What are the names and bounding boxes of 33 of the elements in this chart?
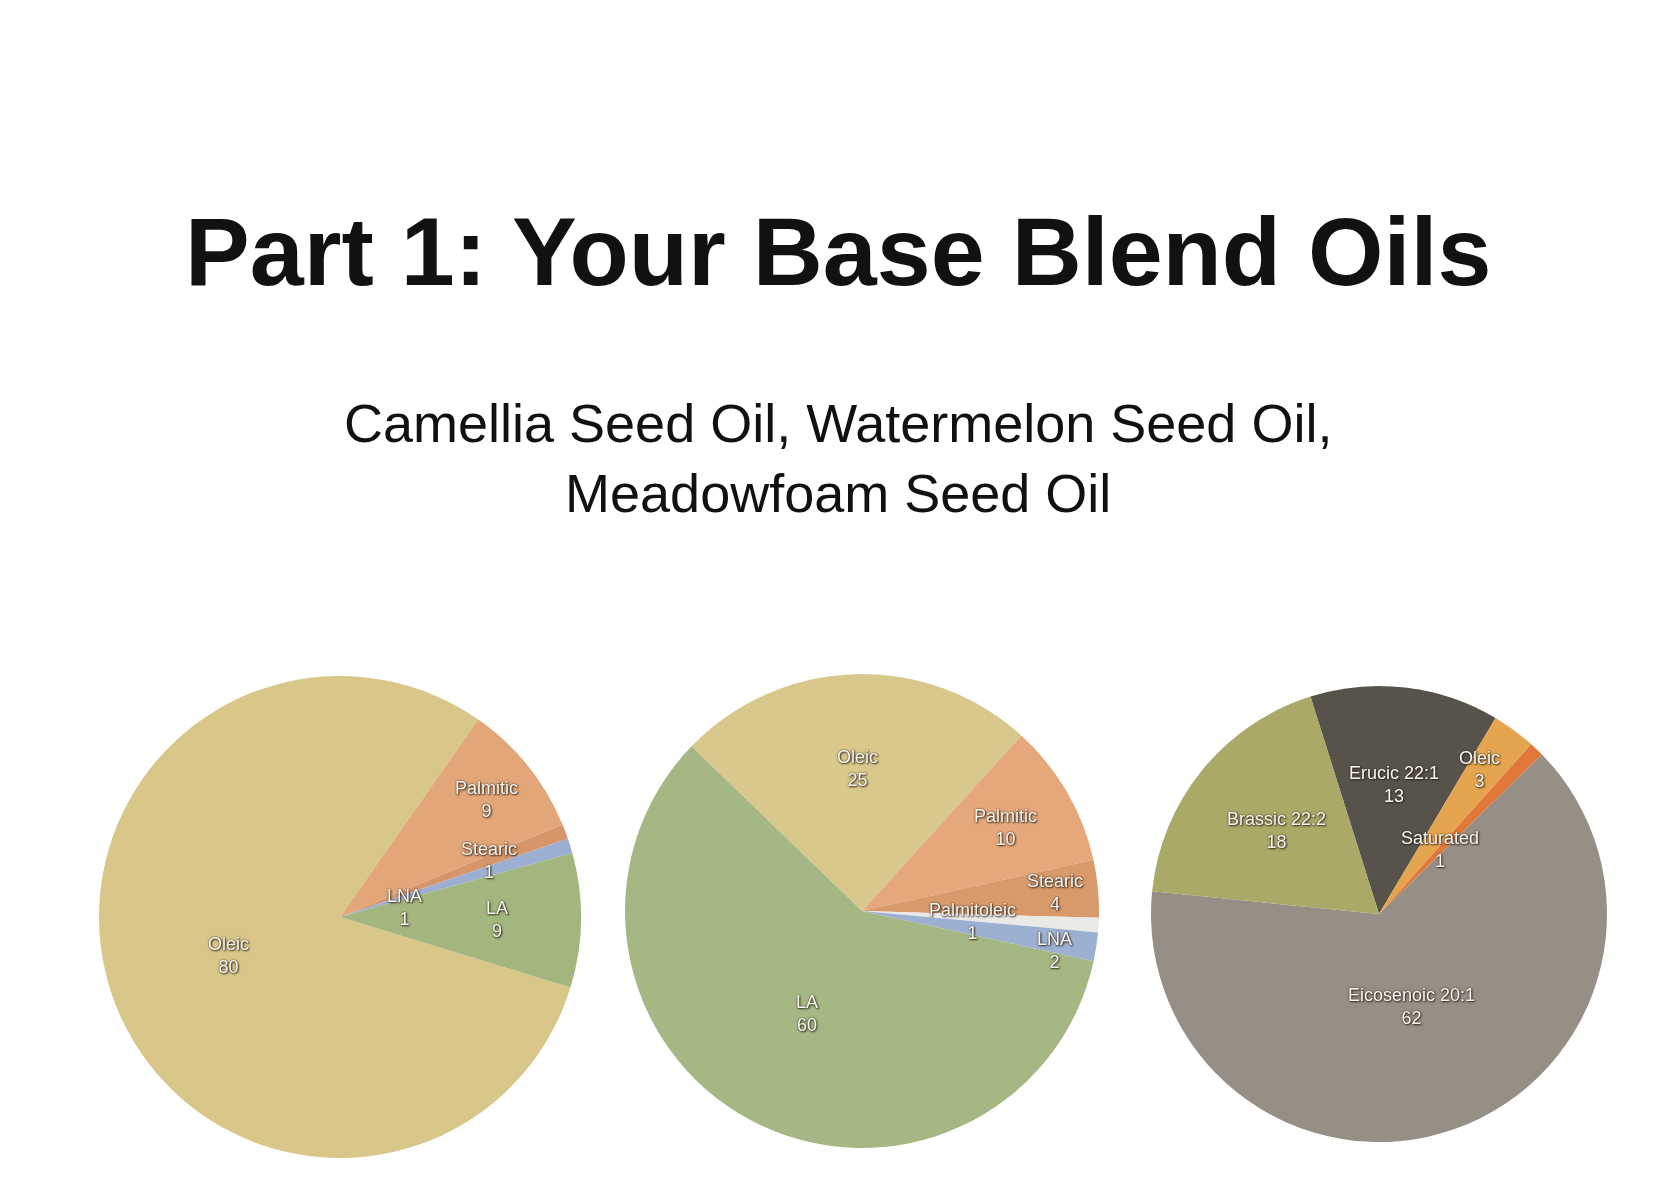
- data-label: 80: [218, 957, 239, 978]
- slice-label: LA: [486, 898, 509, 918]
- slice-label: LNA: [1037, 929, 1073, 949]
- slice-label: Palmitic: [455, 778, 519, 798]
- data-label: 18: [1266, 832, 1287, 853]
- slice-label: Saturated: [1401, 828, 1480, 848]
- pie-slice: [99, 676, 571, 1158]
- data-label: 25: [847, 770, 868, 791]
- data-label: 2: [1049, 952, 1060, 973]
- data-label: 1: [1435, 851, 1446, 872]
- data-label: 62: [1401, 1008, 1422, 1029]
- slice-label: Palmitic: [974, 806, 1038, 826]
- slice-label: LNA: [387, 886, 423, 906]
- data-label: 10: [995, 829, 1016, 850]
- data-label: 60: [797, 1015, 818, 1036]
- pie-slice: [625, 746, 1094, 1148]
- slice-label: Oleic: [208, 934, 250, 954]
- text: Camellia Seed Oil, Watermelon Seed Oil, Meadowfoam Seed Oil: [344, 393, 1333, 524]
- slice-label: Oleic: [837, 747, 879, 767]
- slice-label: Stearic: [461, 839, 518, 859]
- data-label: 9: [481, 801, 492, 822]
- data-label: 3: [1474, 771, 1485, 792]
- slice-label: Brassic 22:2: [1227, 809, 1327, 829]
- data-label: 4: [1050, 894, 1061, 915]
- data-label: 13: [1384, 786, 1405, 807]
- data-label: 9: [492, 921, 503, 942]
- text: Part 1: Your Base Blend Oils: [185, 197, 1492, 306]
- data-label: 1: [399, 909, 410, 930]
- pie-slice: [340, 853, 581, 988]
- slice-label: LA: [796, 992, 819, 1012]
- slice-label: Erucic 22:1: [1349, 763, 1440, 783]
- slice-label: Eicosenoic 20:1: [1348, 985, 1476, 1005]
- slice-label: Stearic: [1027, 871, 1084, 891]
